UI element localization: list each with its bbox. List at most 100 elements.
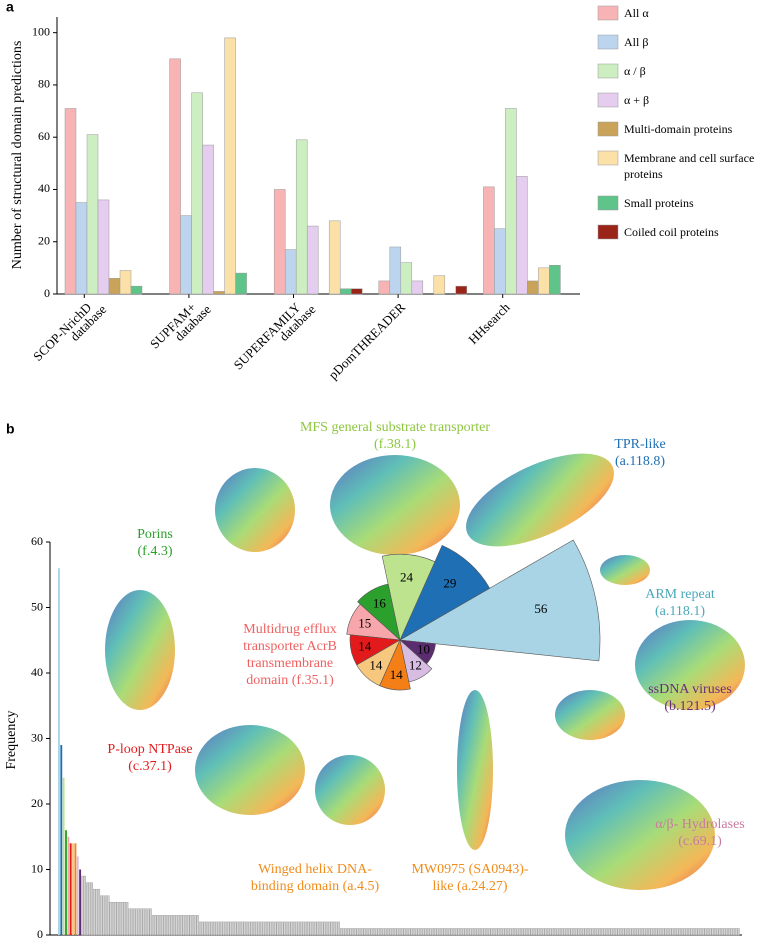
bar	[205, 921, 209, 936]
bar	[497, 928, 500, 936]
protein	[215, 468, 295, 552]
bar	[325, 921, 329, 936]
bar	[187, 915, 190, 936]
bar	[462, 928, 465, 936]
bar	[685, 928, 688, 936]
bar	[523, 928, 526, 936]
bar	[565, 928, 569, 936]
bar	[111, 902, 115, 936]
bar	[641, 928, 644, 936]
bar	[415, 928, 418, 936]
bar	[481, 928, 484, 936]
bar	[737, 928, 740, 936]
bar	[173, 915, 176, 936]
bar	[389, 928, 392, 936]
annotation: P-loop NTPase	[107, 742, 192, 757]
legend-swatch	[597, 195, 619, 211]
protein	[466, 453, 614, 547]
bar	[370, 928, 373, 936]
bar	[650, 928, 653, 936]
bar	[316, 921, 319, 936]
bar	[102, 895, 105, 936]
bar	[659, 928, 663, 936]
bar	[69, 843, 72, 935]
legend-label: Membrane and cell surface proteins	[624, 151, 755, 181]
bar	[441, 928, 444, 936]
bar	[58, 568, 60, 935]
bar	[485, 928, 489, 936]
bar	[638, 928, 641, 936]
bar	[417, 928, 420, 936]
bar	[405, 928, 409, 936]
annotation: MW0975 (SA0943)-	[411, 862, 528, 877]
bar	[467, 928, 470, 936]
bar	[121, 902, 124, 936]
bar	[337, 921, 340, 936]
bar	[629, 928, 632, 936]
legend-label: α + β	[624, 93, 650, 107]
bar	[307, 921, 310, 936]
bar	[335, 921, 338, 936]
polar-slice	[346, 603, 401, 641]
polar-slice	[357, 583, 401, 641]
bar	[161, 915, 164, 936]
bar	[269, 921, 272, 936]
bar	[716, 928, 719, 936]
x-tick-label: pDomTHREADER	[325, 299, 408, 382]
bar	[330, 921, 333, 936]
protein	[635, 620, 745, 710]
annotation: domain (f.35.1)	[246, 673, 334, 688]
bar	[235, 272, 247, 295]
protein	[457, 690, 493, 850]
bar	[464, 928, 467, 936]
bar	[655, 928, 658, 936]
bar	[332, 921, 336, 936]
bar	[528, 928, 531, 936]
bar	[189, 915, 192, 936]
bar	[284, 249, 297, 295]
annotation: (a.118.1)	[655, 604, 705, 619]
bar	[328, 921, 331, 936]
bar	[735, 928, 738, 936]
slice-label: 14	[390, 667, 404, 682]
bar	[350, 288, 363, 295]
bar	[379, 928, 383, 936]
annotation: (f.38.1)	[374, 437, 416, 452]
bar	[396, 928, 399, 936]
bar	[720, 928, 724, 936]
bar	[605, 928, 609, 936]
bar	[505, 108, 517, 295]
bar	[323, 921, 326, 936]
bar	[163, 915, 166, 936]
legend-label: Small proteins	[624, 196, 694, 210]
bar	[455, 285, 468, 295]
bar	[601, 928, 604, 936]
bar	[563, 928, 566, 936]
bar	[532, 928, 536, 936]
bar	[452, 928, 456, 936]
annotation: ARM repeat	[645, 587, 715, 602]
bar	[118, 902, 122, 936]
bar	[104, 895, 108, 936]
bar	[149, 908, 152, 936]
bar	[525, 928, 529, 936]
bar	[229, 921, 232, 936]
bar	[158, 915, 162, 936]
bar	[535, 928, 538, 936]
bar	[165, 915, 169, 936]
bar	[530, 928, 533, 936]
bar	[283, 921, 286, 936]
bar	[438, 928, 442, 936]
bar	[340, 928, 343, 936]
bar	[612, 928, 616, 936]
bar	[377, 928, 380, 936]
bar	[394, 928, 397, 936]
bar	[292, 921, 296, 936]
y-tick-label: 50	[31, 599, 43, 613]
slice-label: 14	[358, 638, 372, 653]
protein	[315, 755, 385, 825]
bar	[709, 928, 712, 936]
bar	[403, 928, 406, 936]
bar	[314, 921, 317, 936]
